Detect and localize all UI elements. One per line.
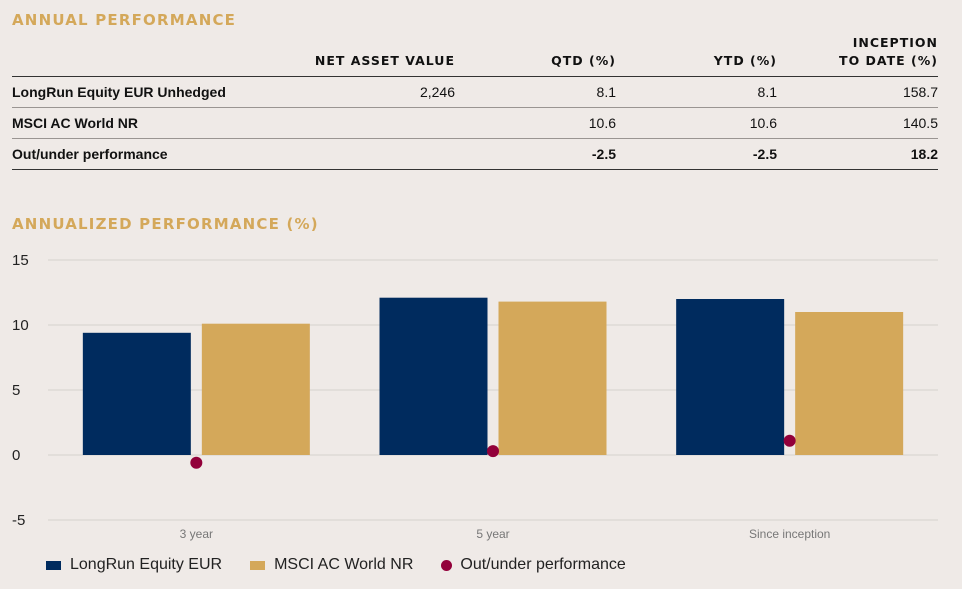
performance-point (487, 445, 499, 458)
header-name (12, 30, 277, 77)
bar (795, 312, 904, 455)
cell-itd: 18.2 (777, 138, 938, 170)
cell-name: MSCI AC World NR (12, 107, 277, 139)
cell-nav (277, 107, 455, 139)
bar (82, 332, 191, 455)
legend-item: LongRun Equity EUR (46, 556, 222, 574)
y-tick-label: 5 (12, 382, 20, 399)
table-row: MSCI AC World NR 10.6 10.6 140.5 (12, 107, 938, 139)
y-tick-label: 10 (12, 317, 29, 334)
table-header-row: NET ASSET VALUE QTD (%) YTD (%) INCEPTIO… (12, 30, 938, 77)
performance-point (190, 456, 203, 469)
header-nav: NET ASSET VALUE (277, 30, 455, 77)
y-tick-label: 15 (12, 252, 29, 269)
cell-ytd: -2.5 (616, 138, 777, 170)
chart-title: ANNUALIZED PERFORMANCE (%) (12, 215, 319, 233)
y-tick-label: -5 (12, 512, 25, 529)
cell-nav (277, 138, 455, 170)
cell-qtd: 8.1 (455, 76, 616, 108)
annualized-performance-chart: 15 10 5 0 -5 3 year 5 year Since inception (12, 252, 938, 541)
legend-swatch-icon (46, 560, 61, 570)
legend-label: Out/under performance (460, 556, 626, 573)
bar (201, 323, 310, 455)
chart-legend: LongRun Equity EUR MSCI AC World NR Out/un… (46, 556, 654, 574)
cell-name: Out/under performance (12, 138, 277, 170)
legend-label: LongRun Equity EUR (70, 556, 223, 573)
x-tick-label: 3 year (180, 527, 213, 541)
legend-swatch-icon (250, 560, 266, 570)
cell-ytd: 10.6 (616, 107, 777, 139)
table-title: ANNUAL PERFORMANCE (12, 11, 237, 29)
x-tick-label: 5 year (476, 527, 509, 541)
cell-qtd: 10.6 (455, 107, 616, 139)
header-ytd: YTD (%) (616, 30, 777, 77)
cell-itd: 140.5 (777, 107, 938, 139)
legend-dot-icon (441, 559, 453, 571)
legend-item: Out/under performance (441, 556, 626, 574)
y-tick-label: 0 (12, 447, 20, 464)
header-qtd: QTD (%) (455, 30, 616, 77)
bar (676, 299, 785, 455)
annual-performance-table: NET ASSET VALUE QTD (%) YTD (%) INCEPTIO… (12, 30, 938, 170)
cell-itd: 158.7 (777, 76, 938, 108)
legend-label: MSCI AC World NR (274, 556, 414, 573)
cell-name: LongRun Equity EUR Unhedged (12, 76, 277, 108)
bar (498, 301, 607, 455)
cell-nav: 2,246 (277, 76, 455, 108)
table-row: Out/under performance -2.5 -2.5 18.2 (12, 138, 938, 170)
table-row: LongRun Equity EUR Unhedged 2,246 8.1 8.1 15… (12, 76, 938, 108)
x-tick-label: Since inception (749, 527, 830, 541)
bar (379, 297, 488, 455)
header-itd: INCEPTION TO DATE (%) (777, 30, 938, 77)
cell-ytd: 8.1 (616, 76, 777, 108)
performance-point (783, 434, 796, 447)
legend-item: MSCI AC World NR (250, 556, 413, 574)
cell-qtd: -2.5 (455, 138, 616, 170)
